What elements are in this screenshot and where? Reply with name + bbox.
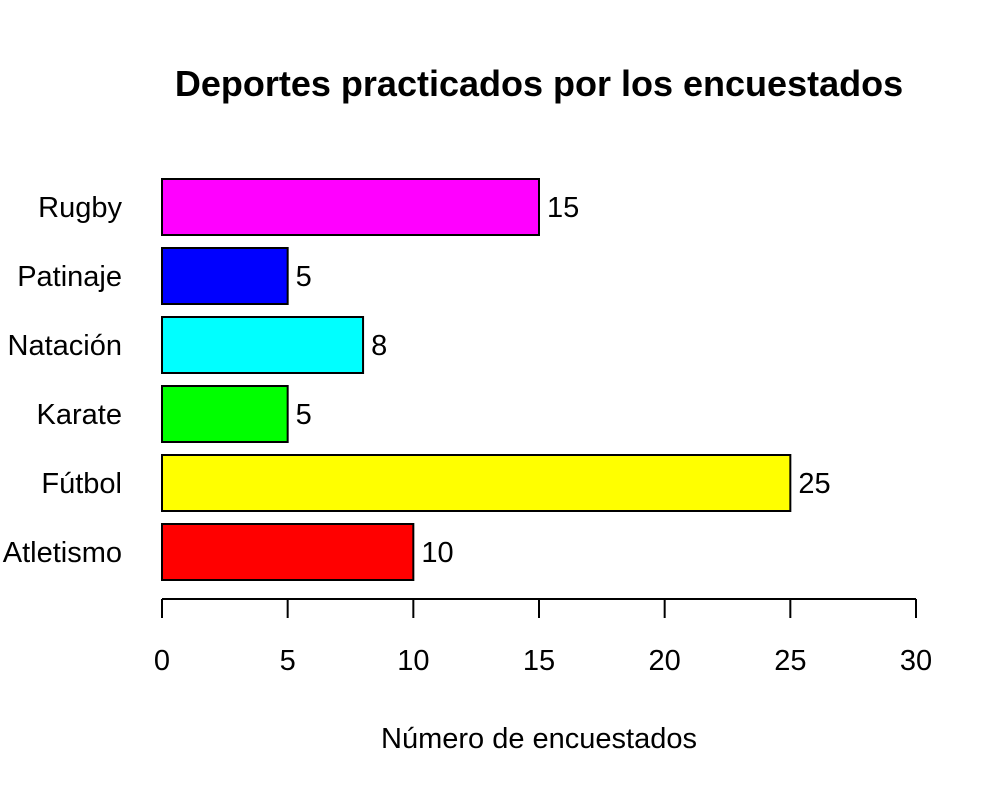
x-tick-label-25: 25 <box>774 645 806 677</box>
category-label-rugby: Rugby <box>38 192 122 224</box>
value-labels-group: 10 25 5 8 5 15 <box>296 192 831 569</box>
category-label-patinaje: Patinaje <box>17 261 122 293</box>
category-label-karate: Karate <box>37 399 122 431</box>
data-label-rugby: 15 <box>547 192 579 224</box>
data-label-futbol: 25 <box>798 468 830 500</box>
bar-futbol <box>161 454 792 512</box>
x-tick-label-0: 0 <box>154 645 170 677</box>
x-tick-label-10: 10 <box>397 645 429 677</box>
x-tick-label-30: 30 <box>900 645 932 677</box>
bars-group <box>161 178 792 581</box>
x-tick-label-15: 15 <box>523 645 555 677</box>
x-tick-label-20: 20 <box>649 645 681 677</box>
x-tick-label-5: 5 <box>280 645 296 677</box>
bar-natacion <box>161 316 365 374</box>
bar-atletismo <box>161 523 415 581</box>
category-label-futbol: Fútbol <box>41 468 122 500</box>
data-label-atletismo: 10 <box>421 537 453 569</box>
data-label-natacion: 8 <box>371 330 387 362</box>
chart-title: Deportes practicados por los encuestados <box>175 63 903 104</box>
bar-patinaje <box>161 247 289 305</box>
category-labels-group: Atletismo Fútbol Karate Natación Patinaje Rug… <box>3 192 123 569</box>
data-label-karate: 5 <box>296 399 312 431</box>
bar-karate <box>161 385 289 443</box>
category-label-natacion: Natación <box>8 330 122 362</box>
x-axis-title: Número de encuestados <box>381 723 697 755</box>
data-label-patinaje: 5 <box>296 261 312 293</box>
x-axis: 0 5 10 15 20 25 30 <box>154 598 932 677</box>
category-label-atletismo: Atletismo <box>3 537 122 569</box>
bar-rugby <box>161 178 540 236</box>
